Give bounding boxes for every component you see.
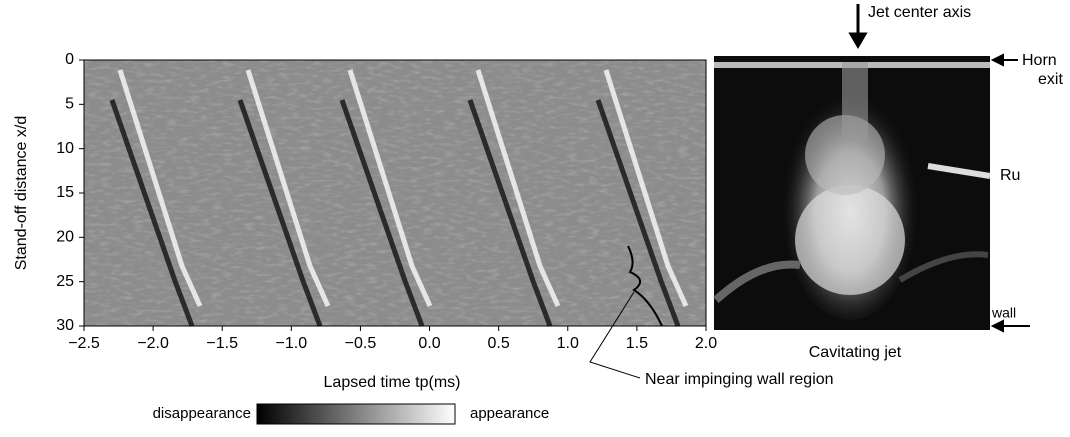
streak-light bbox=[245, 69, 331, 308]
streak-light bbox=[603, 69, 689, 308]
streak-light bbox=[117, 69, 203, 308]
streak-light bbox=[347, 69, 433, 308]
streak-dark bbox=[109, 99, 195, 327]
x-tick-label: 2.0 bbox=[695, 335, 717, 352]
y-tick-label: 5 bbox=[65, 96, 74, 113]
y-axis-label: Stand-off distance x/d bbox=[13, 116, 30, 270]
streak-dark bbox=[339, 99, 425, 327]
probe-label: Ru bbox=[1000, 167, 1020, 184]
colorbar-low-label: disappearance bbox=[153, 405, 251, 422]
x-tick-label: 0.0 bbox=[418, 335, 440, 352]
streak-dark bbox=[467, 99, 553, 327]
x-tick-label: −2.0 bbox=[137, 335, 169, 352]
y-tick-label: 10 bbox=[56, 140, 74, 157]
streak-dark bbox=[237, 99, 323, 327]
horn-label: exit bbox=[1038, 71, 1063, 88]
photo bbox=[713, 56, 991, 330]
y-tick-label: 15 bbox=[56, 184, 74, 201]
x-tick-label: 0.5 bbox=[488, 335, 510, 352]
y-tick-label: 20 bbox=[56, 229, 74, 246]
wall-label: wall bbox=[991, 305, 1016, 321]
x-tick-label: −2.5 bbox=[68, 335, 100, 352]
jet-axis-label: Jet center axis bbox=[868, 4, 971, 21]
annotation: Near impinging wall region bbox=[645, 371, 834, 388]
x-tick-label: 1.0 bbox=[557, 335, 579, 352]
brace bbox=[627, 245, 663, 327]
x-tick-label: −1.5 bbox=[206, 335, 238, 352]
x-axis-label: Lapsed time tp(ms) bbox=[324, 374, 461, 391]
colorbar bbox=[256, 403, 456, 425]
arrow bbox=[848, 4, 868, 49]
horn-label: Horn bbox=[1022, 52, 1057, 69]
y-tick-label: 0 bbox=[65, 51, 74, 68]
leader-line bbox=[589, 291, 641, 379]
colorbar-high-label: appearance bbox=[470, 405, 549, 422]
y-tick-label: 30 bbox=[56, 317, 74, 334]
arrow bbox=[990, 319, 1030, 333]
x-tick-label: 1.5 bbox=[626, 335, 648, 352]
x-tick-label: −1.0 bbox=[276, 335, 308, 352]
plot-area bbox=[83, 59, 707, 327]
x-tick-label: −0.5 bbox=[345, 335, 377, 352]
arrow bbox=[990, 53, 1018, 67]
y-tick-label: 25 bbox=[56, 273, 74, 290]
streak-light bbox=[475, 69, 561, 308]
photo-title: Cavitating jet bbox=[809, 344, 902, 361]
streak-dark bbox=[595, 99, 681, 327]
